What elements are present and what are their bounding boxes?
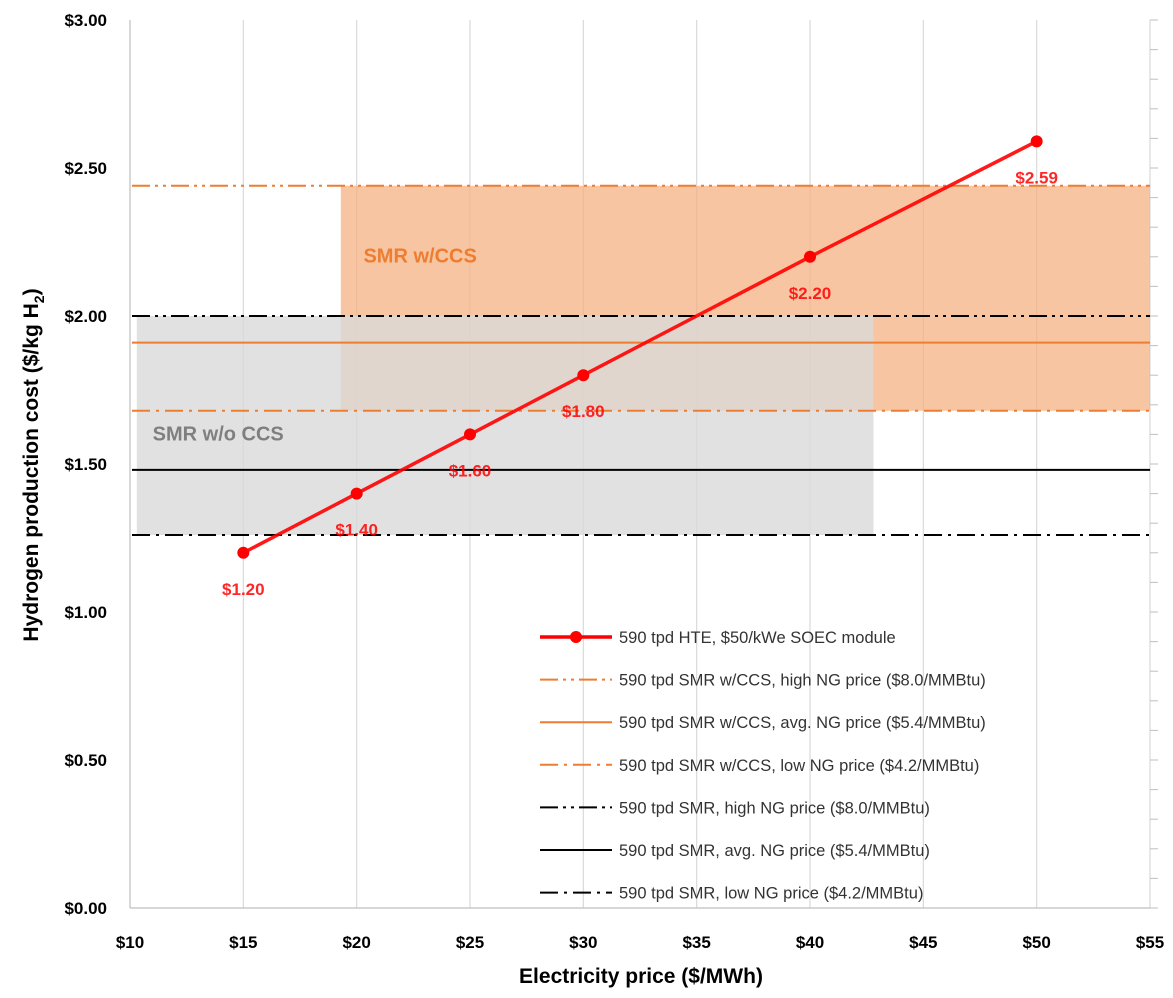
region-label-smr-w-ccs: SMR w/CCS — [363, 246, 476, 268]
x-tick-label: $35 — [682, 933, 710, 952]
series-group: $1.20 $1.40 $1.60 $1.80 $2.20 $2.59 — [222, 135, 1058, 599]
y-tick-label: $0.50 — [64, 751, 107, 770]
reference-lines — [132, 184, 1150, 537]
data-point — [350, 487, 363, 500]
x-tick-label: $40 — [796, 933, 824, 952]
data-label: $2.59 — [1015, 168, 1058, 187]
data-label: $2.20 — [789, 284, 832, 303]
legend: 590 tpd HTE, $50/kWe SOEC module 590 tpd … — [540, 629, 986, 903]
y-tick-label: $1.00 — [64, 603, 107, 622]
y-tick-labels: $0.00 $0.50 $1.00 $1.50 $2.00 $2.50 $3.00 — [64, 11, 107, 918]
x-axis-title: Electricity price ($/MWh) — [519, 965, 763, 988]
legend-entry: 590 tpd SMR w/CCS, high NG price ($8.0/M… — [619, 672, 986, 690]
shaded-regions: SMR w/CCS SMR w/o CCS — [136, 185, 1150, 536]
x-tick-label: $30 — [569, 933, 597, 952]
legend-marker — [570, 631, 582, 643]
data-point — [464, 428, 476, 441]
legend-entry: 590 tpd SMR w/CCS, avg. NG price ($5.4/M… — [619, 714, 986, 732]
data-point — [804, 250, 816, 263]
data-point — [1030, 135, 1043, 148]
region-smr-w-o-ccs — [136, 316, 874, 536]
data-point — [237, 546, 250, 559]
data-label: $1.60 — [449, 461, 492, 480]
legend-entry: 590 tpd SMR, high NG price ($8.0/MMBtu) — [619, 799, 930, 817]
region-label-smr-wo-ccs: SMR w/o CCS — [153, 423, 284, 445]
x-tick-label: $55 — [1136, 933, 1164, 952]
x-tick-label: $45 — [909, 933, 937, 952]
y-tick-label: $0.00 — [64, 899, 107, 918]
data-point — [577, 369, 590, 382]
x-tick-label: $20 — [342, 933, 370, 952]
y-tick-label: $2.00 — [64, 307, 107, 326]
y-tick-label: $1.50 — [64, 455, 107, 474]
y-tick-label: $2.50 — [64, 159, 107, 178]
legend-entry: 590 tpd SMR, low NG price ($4.2/MMBtu) — [619, 885, 923, 903]
x-tick-label: $25 — [456, 933, 484, 952]
legend-entry: 590 tpd SMR w/CCS, low NG price ($4.2/MM… — [619, 757, 979, 775]
data-label: $1.40 — [335, 521, 378, 540]
data-label: $1.20 — [222, 580, 265, 599]
y-axis-title-close: ) — [20, 288, 43, 295]
y-tick-label: $3.00 — [64, 11, 107, 30]
x-tick-label: $10 — [116, 933, 144, 952]
y-axis-title: Hydrogen production cost ($/kg H2) — [20, 288, 47, 641]
y-axis-title-main: Hydrogen production cost ($/kg H — [20, 303, 43, 641]
x-tick-label: $50 — [1022, 933, 1050, 952]
series-line — [242, 139, 1038, 555]
x-tick-label: $15 — [229, 933, 257, 952]
legend-entry: 590 tpd SMR, avg. NG price ($5.4/MMBtu) — [619, 842, 930, 860]
data-label: $1.80 — [562, 402, 605, 421]
y-axis-title-subscript: 2 — [31, 295, 47, 303]
x-tick-labels: $10 $15 $20 $25 $30 $35 $40 $45 $50 $55 — [116, 933, 1164, 952]
legend-entry: 590 tpd HTE, $50/kWe SOEC module — [619, 629, 896, 647]
